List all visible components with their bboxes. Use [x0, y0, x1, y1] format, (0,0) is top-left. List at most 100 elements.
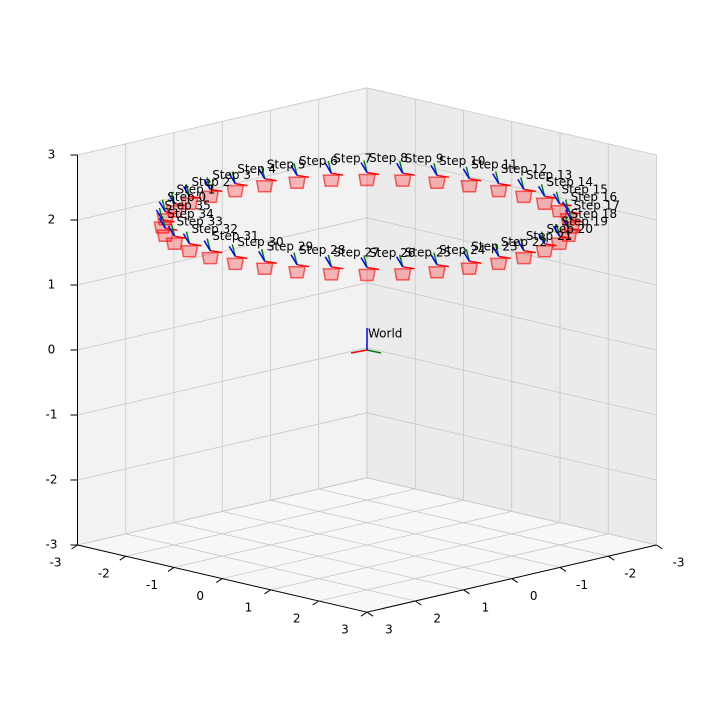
camera-x-axis	[544, 195, 557, 199]
tick-mark	[119, 555, 127, 561]
camera-x-axis	[568, 227, 581, 232]
camera-z-axis	[324, 162, 332, 174]
pose-label: Step 5	[267, 157, 306, 171]
grid-line	[222, 511, 512, 579]
camera-x-axis	[165, 210, 178, 215]
camera-z-axis	[324, 256, 332, 268]
grid-line	[366, 412, 657, 481]
camera-frustum	[535, 244, 554, 258]
camera-x-axis	[568, 210, 581, 215]
camera-z-axis	[158, 201, 166, 213]
camera-pose: Step 15	[550, 182, 608, 218]
camera-pose: Step 20	[535, 222, 593, 258]
pose-label: Step 11	[471, 157, 517, 171]
camera-pose: Step 32	[180, 222, 238, 258]
camera-pose: Step 3	[201, 168, 251, 204]
camera-x-axis	[366, 266, 380, 271]
camera-z-axis	[182, 185, 191, 197]
camera-x-axis	[469, 260, 482, 264]
camera-pose: Step 31	[201, 229, 259, 265]
grid-line	[366, 152, 657, 221]
camera-x-axis	[571, 219, 584, 223]
x-tick-label: 1	[245, 600, 253, 614]
camera-frustum	[255, 262, 274, 275]
camera-z-axis	[562, 217, 570, 229]
camera-x-axis	[469, 178, 482, 182]
camera-z-axis	[290, 164, 298, 176]
camera-z-axis	[155, 209, 164, 221]
pose-label: Step 22	[501, 235, 547, 249]
pose-label: Step 20	[547, 222, 593, 236]
pose-label: Step 21	[526, 229, 572, 243]
camera-pose: Step 26	[358, 246, 415, 282]
camera-z-axis	[492, 173, 500, 184]
axis-line	[366, 544, 657, 613]
pose-label: Step 30	[237, 235, 283, 249]
grid-line	[366, 282, 657, 351]
pose-label: Step 13	[526, 168, 572, 182]
pose-label: Step 35	[164, 199, 210, 213]
grid-line	[366, 477, 657, 546]
camera-frustum	[489, 257, 508, 271]
pose-label: Step 32	[191, 222, 237, 236]
camera-frustum	[460, 180, 479, 193]
camera-x-axis	[498, 182, 511, 187]
camera-z-axis	[360, 162, 368, 173]
camera-z-axis	[258, 168, 266, 180]
camera-frustum	[288, 265, 306, 279]
origin-label: World	[368, 327, 402, 341]
camera-pose: Step 35	[153, 199, 211, 234]
camera-frustum	[358, 173, 376, 187]
camera-pose: Step 11	[460, 157, 518, 193]
z-tick-label: 1	[48, 278, 56, 292]
camera-z-axis	[462, 168, 470, 180]
camera-pose: Step 25	[393, 245, 451, 281]
pose-label: Step 29	[267, 240, 313, 254]
grid-line	[366, 217, 657, 286]
camera-frustum	[393, 174, 412, 187]
camera-z-axis	[258, 250, 266, 262]
camera-frustum	[428, 176, 446, 190]
camera-z-axis	[562, 201, 570, 213]
pose-label: Step 19	[562, 215, 608, 229]
camera-frustum	[460, 262, 479, 275]
pose-label: Step 4	[237, 162, 276, 176]
camera-z-axis	[430, 254, 438, 266]
y-tick-label: -2	[624, 567, 636, 581]
pose-label: Step 14	[547, 175, 593, 189]
camera-z-axis	[517, 179, 525, 190]
pose-label: Step 6	[299, 154, 338, 168]
y-tick-label: -1	[576, 578, 588, 592]
camera-pose: Step 18	[559, 207, 617, 243]
camera-x-axis	[436, 263, 450, 268]
z-tick-label: -2	[46, 473, 58, 487]
camera-frustum	[201, 190, 220, 204]
camera-pose: Step 12	[489, 162, 547, 198]
camera-frustum	[428, 265, 446, 279]
camera-x-axis	[523, 188, 536, 193]
pose-label: Step 33	[176, 215, 222, 229]
camera-frustum	[226, 257, 245, 271]
camera-frustum	[322, 268, 341, 281]
pose-label: Step 28	[299, 243, 345, 257]
camera-pose: Step 24	[428, 243, 485, 279]
pose-label: Step 12	[501, 162, 547, 176]
y-tick-label: 3	[385, 623, 393, 637]
camera-pose: Step 9	[393, 152, 443, 187]
camera-pose: Step 14	[535, 175, 593, 211]
pose-label: Step 15	[562, 182, 608, 196]
pose-label: Step 24	[439, 243, 485, 257]
z-tick-label: 0	[48, 343, 56, 357]
camera-x-axis	[235, 182, 248, 187]
world-x-axis	[350, 349, 368, 354]
grid-line	[318, 488, 609, 557]
camera-pose: Step 8	[358, 151, 408, 187]
y-tick-label: 0	[530, 589, 538, 603]
grid-line	[173, 522, 464, 591]
camera-z-axis	[552, 193, 561, 205]
camera-frustum	[180, 244, 199, 258]
camera-frustum	[165, 237, 184, 250]
y-tick-label: -3	[673, 556, 685, 570]
camera-frustum	[489, 184, 508, 198]
